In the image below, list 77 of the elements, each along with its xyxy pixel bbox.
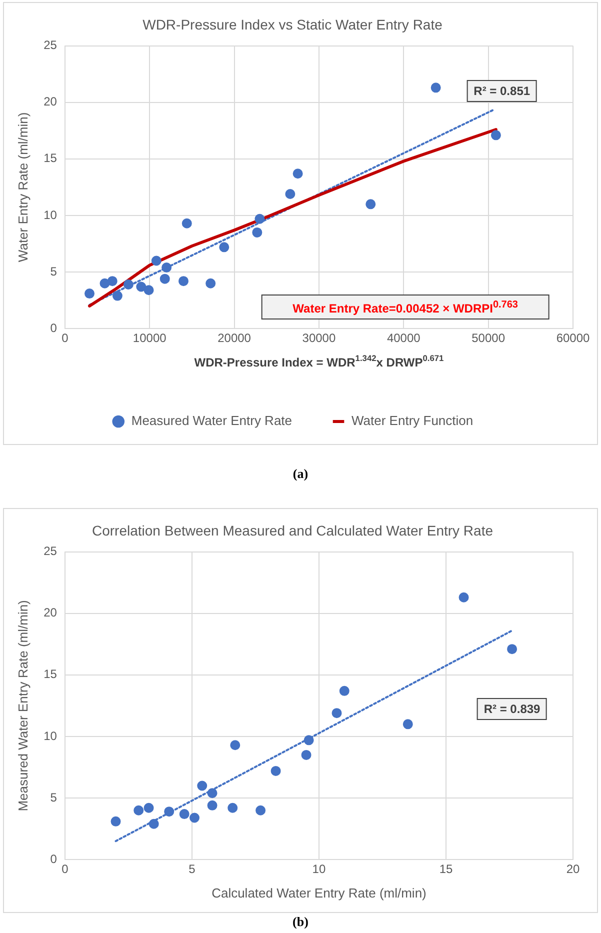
point [144,285,154,296]
x-tick-label: 30000 [302,331,336,346]
point [402,719,413,730]
point [134,805,144,816]
y-axis-title: Measured Water Entry Rate (ml/min) [15,600,30,812]
point [197,780,208,791]
y-tick-label: 10 [44,208,58,222]
legend-label: Water Entry Function [352,413,474,428]
point [230,740,240,750]
point [206,278,216,288]
note-box: R² = 0.851 [466,80,538,102]
y-tick-label: 5 [50,790,58,804]
point [256,805,266,816]
point [252,227,262,238]
x-tick-label: 5 [188,862,196,876]
y-tick-label: 15 [44,151,58,166]
point [162,262,172,273]
point [207,800,218,810]
y-tick-label: 25 [44,38,58,52]
point [219,242,230,252]
y-tick-label: 15 [44,667,58,682]
point [190,812,200,823]
point [301,750,312,760]
point [366,199,376,210]
x-tick-label: 40000 [386,331,421,346]
text: (a) [292,466,310,482]
y-tick-label: 10 [44,728,58,743]
point [144,802,154,813]
point [430,82,441,93]
point [254,214,265,224]
x-tick-label: 50000 [472,331,506,346]
point [490,130,501,140]
point [107,276,118,286]
point [112,290,122,301]
point [207,788,218,798]
point [160,274,170,284]
point [136,282,146,292]
point [270,766,281,776]
chart-title: Correlation Between Measured and Calculated Water Entry Rate [92,522,494,538]
point [304,735,314,746]
point [339,686,350,696]
chart-title: WDR-Pressure Index vs Static Water Entry Rate [142,16,443,32]
point [228,802,238,813]
text: (b) [292,914,310,930]
point [182,218,192,228]
y-tick-label: 0 [50,852,58,866]
x-tick-label: 10 [312,862,326,876]
point [164,806,174,817]
x-tick-label: 10000 [132,331,167,346]
point [332,708,342,718]
note-box: Water Entry Rate=0.00452 × WDRPI$^{0.763}$ [262,294,549,320]
point [458,592,469,602]
point [285,188,296,199]
x-tick-label: 0 [62,331,69,346]
note-box: R² = 0.839 [476,698,548,720]
y-tick-label: 20 [44,94,58,109]
x-tick-label: 20 [566,862,580,876]
legend-label: Measured Water Entry Rate [131,413,292,428]
point [151,256,162,266]
point [148,818,159,829]
x-tick-label: 15 [439,862,453,876]
x-tick-label: 0 [62,862,69,876]
point [123,279,134,290]
point [179,809,190,820]
y-tick-label: 5 [50,264,58,278]
x-tick-label: 60000 [556,331,590,346]
y-axis-title: Water Entry Rate (ml/min) [15,112,30,262]
x-tick-label: 20000 [218,331,252,346]
point [110,816,121,826]
y-tick-label: 0 [50,320,58,335]
point [84,288,95,299]
y-tick-label: 25 [44,544,58,558]
point [292,168,303,179]
point [178,276,188,286]
point [507,644,518,654]
x-axis-title: Calculated Water Entry Rate (ml/min) [212,886,426,901]
y-tick-label: 20 [44,606,58,620]
